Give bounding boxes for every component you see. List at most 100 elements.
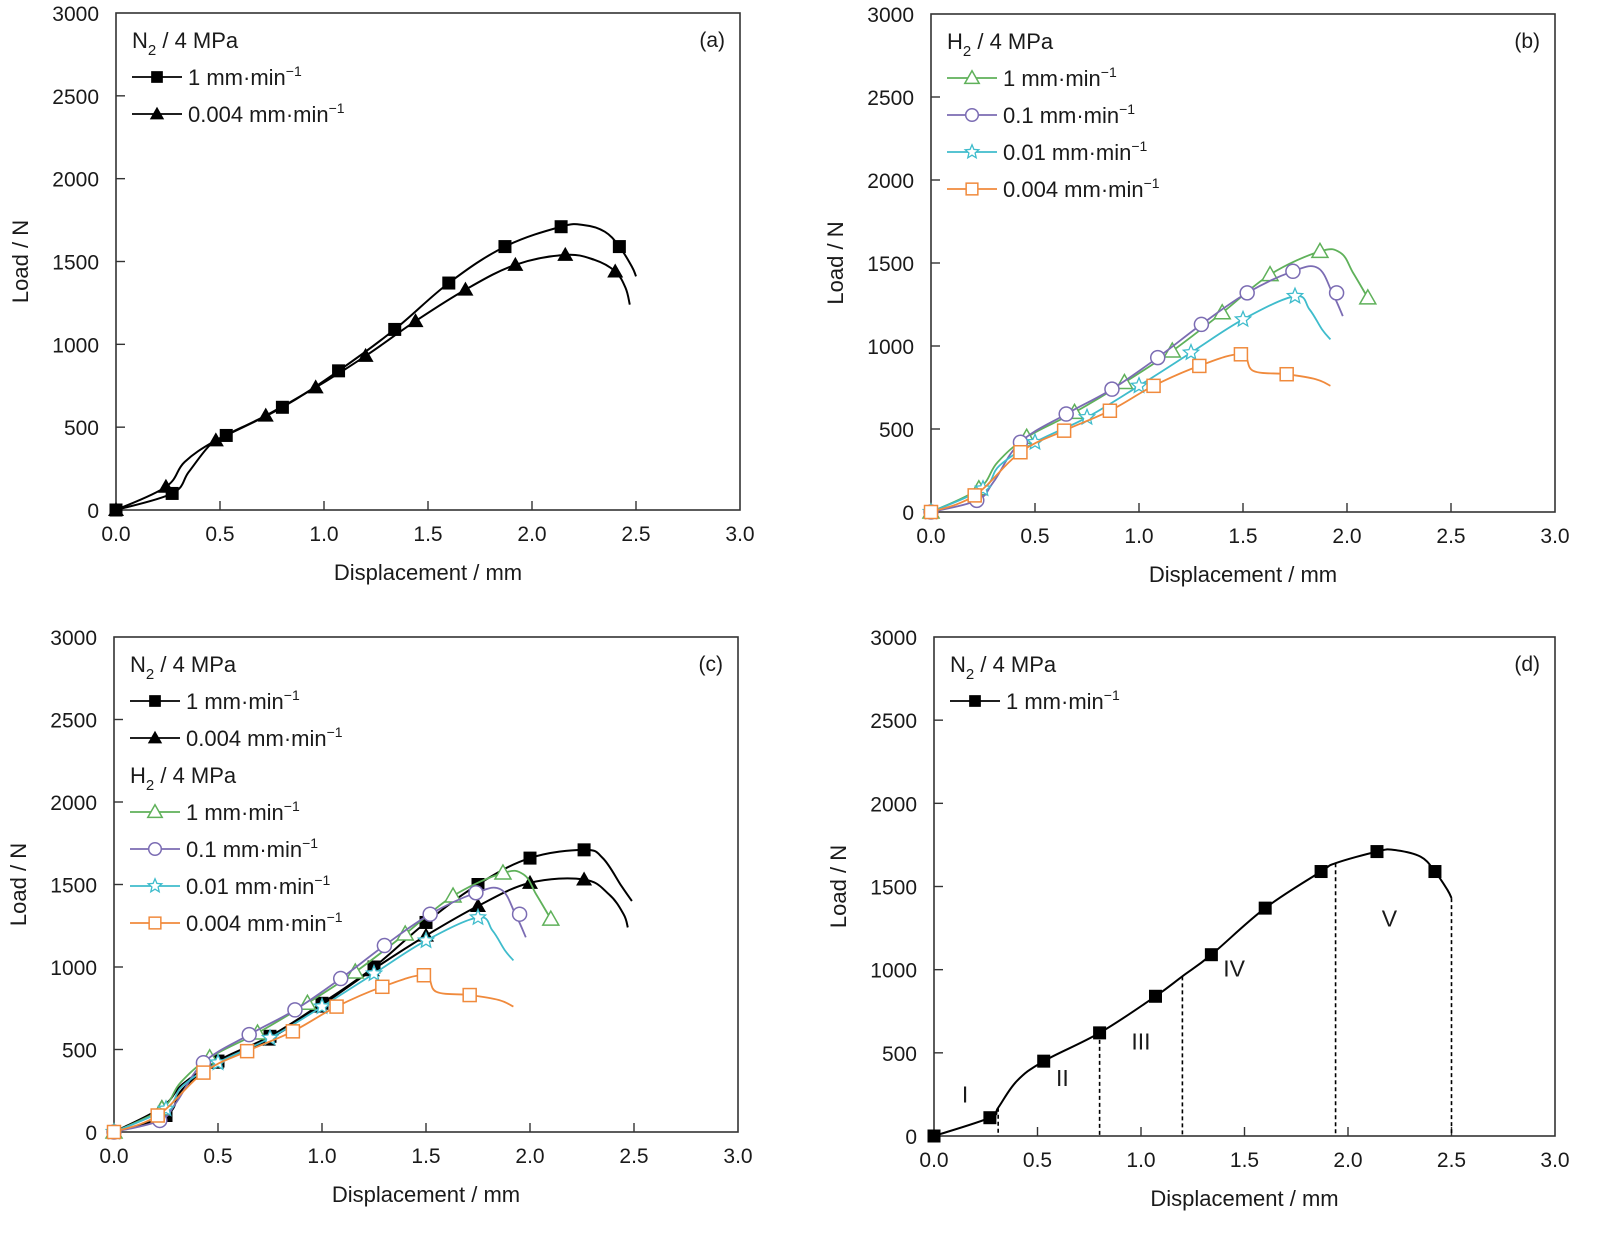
- data-point-n2_1: [983, 1111, 997, 1125]
- panel-label: (c): [699, 653, 724, 676]
- panel-label: (d): [1514, 653, 1540, 676]
- x-tick-label: 0.0: [99, 1145, 128, 1168]
- legend-marker-h2_0004: [965, 182, 979, 196]
- legend-label-h2_001: 0.01 mm·min−1: [186, 872, 331, 899]
- legend-marker-n2_1: [149, 695, 161, 707]
- data-point-h2_001: [1233, 309, 1253, 328]
- y-tick-label: 1000: [870, 960, 917, 983]
- data-point-h2_1: [1212, 303, 1232, 320]
- legend-label-h2_001: 0.01 mm·min−1: [1003, 138, 1148, 165]
- legend-marker-h2_1: [146, 803, 164, 819]
- data-point-n2_1: [554, 220, 568, 234]
- data-point-h2_01: [332, 970, 349, 987]
- stage-label: I: [962, 1082, 968, 1108]
- legend-marker-h2_1: [963, 69, 981, 85]
- data-point-h2_1: [493, 863, 513, 880]
- data-point-h2_01: [1239, 285, 1255, 301]
- data-point-n2_1: [442, 276, 456, 290]
- data-point-h2_01: [376, 937, 393, 954]
- x-tick-label: 0.5: [203, 1145, 232, 1168]
- data-point-n2_0004: [507, 256, 524, 271]
- data-point-h2_001: [1285, 286, 1305, 305]
- data-point-h2_01: [1328, 285, 1345, 301]
- data-point-h2_001: [312, 996, 332, 1015]
- data-point-n2_1: [1370, 845, 1384, 859]
- y-tick-label: 500: [64, 417, 99, 440]
- x-tick-label: 2.0: [517, 523, 546, 546]
- legend-label-h2_0004: 0.004 mm·min−1: [1003, 175, 1160, 202]
- y-tick-label: 1500: [50, 875, 97, 898]
- data-point-n2_1: [1428, 865, 1442, 879]
- y-tick-label: 3000: [867, 4, 914, 27]
- legend-label-h2_01: 0.1 mm·min−1: [186, 835, 318, 862]
- legend-group-title: N2 / 4 MPa: [130, 652, 237, 683]
- data-point-h2_1: [395, 924, 415, 941]
- data-point-h2_01: [1149, 349, 1166, 366]
- data-point-n2_1: [498, 240, 512, 254]
- data-point-h2_0004: [150, 1108, 165, 1123]
- legend-group-title: N2 / 4 MPa: [132, 28, 239, 59]
- series-line-n2_0004: [113, 877, 629, 1133]
- data-point-h2_0004: [1146, 378, 1161, 394]
- legend-label-n2_0004: 0.004 mm·min−1: [188, 100, 345, 127]
- chart-panel-b: 0.0 0.5 1.0 1.5 2.0 2.5 3.0 0 500 1000 1500 2000 250…: [823, 4, 1570, 587]
- data-point-h2_0004: [106, 1124, 122, 1140]
- data-point-n2_0004: [407, 313, 424, 328]
- data-point-n2_0004: [470, 897, 486, 912]
- y-axis-title: Load / N: [6, 843, 31, 926]
- data-point-n2_1: [523, 851, 537, 865]
- data-point-h2_0004: [923, 504, 939, 520]
- data-point-h2_0004: [1056, 423, 1072, 438]
- y-tick-label: 1000: [867, 336, 914, 359]
- x-tick-label: 1.5: [1230, 1149, 1259, 1172]
- legend-group-title: N2 / 4 MPa: [950, 652, 1057, 683]
- data-point-h2_001: [1181, 342, 1201, 361]
- data-point-n2_0004: [257, 407, 274, 422]
- data-point-n2_0004: [457, 281, 474, 296]
- data-point-h2_0004: [196, 1065, 211, 1080]
- legend-label-h2_1: 1 mm·min−1: [186, 798, 300, 825]
- data-point-h2_01: [241, 1026, 257, 1043]
- legend-label-h2_0004: 0.004 mm·min−1: [186, 909, 343, 936]
- x-tick-label: 1.0: [1124, 525, 1153, 548]
- chart-panel-a: 0.0 0.5 1.0 1.5 2.0 2.5 3.0 0 500 1000 1500 2000 250…: [8, 3, 755, 585]
- y-tick-label: 2000: [870, 793, 917, 816]
- x-tick-label: 2.5: [1437, 1149, 1466, 1172]
- y-axis-title: Load / N: [823, 221, 848, 304]
- data-point-n2_1: [388, 322, 402, 336]
- series-line-n2_1: [115, 223, 637, 511]
- y-tick-label: 2000: [867, 170, 914, 193]
- y-axis-title: Load / N: [8, 220, 33, 303]
- y-tick-label: 1500: [870, 877, 917, 900]
- data-point-n2_1: [577, 843, 591, 857]
- data-point-n2_0004: [576, 871, 593, 886]
- data-point-n2_0004: [557, 246, 574, 261]
- data-point-h2_01: [1104, 381, 1120, 397]
- legend-marker-h2_0004: [148, 916, 162, 930]
- data-point-h2_01: [422, 906, 438, 922]
- series-line-n2_0004: [115, 253, 631, 511]
- data-point-n2_1: [1204, 948, 1218, 962]
- series-line-h2_001: [930, 295, 1332, 513]
- series-line-n2_1: [933, 848, 1453, 1137]
- y-tick-label: 2000: [52, 169, 99, 192]
- x-tick-label: 0.5: [1023, 1149, 1052, 1172]
- y-tick-label: 0: [87, 500, 99, 523]
- x-tick-label: 0.5: [205, 523, 234, 546]
- data-point-n2_0004: [307, 379, 324, 394]
- data-point-n2_1: [927, 1129, 941, 1143]
- data-point-h2_0004: [285, 1024, 301, 1039]
- x-tick-label: 1.0: [309, 523, 338, 546]
- x-tick-label: 2.0: [515, 1145, 544, 1168]
- data-point-h2_0004: [1013, 444, 1028, 460]
- legend-label-n2_1: 1 mm·min−1: [186, 687, 300, 714]
- chart-panel-d: 0.0 0.5 1.0 1.5 2.0 2.5 3.0 0 500 1000 1500 2000 250…: [826, 627, 1570, 1211]
- data-point-h2_0004: [462, 987, 477, 1003]
- x-axis-title: Displacement / mm: [334, 560, 522, 585]
- legend-marker-n2_0004: [147, 730, 163, 744]
- data-point-n2_0004: [357, 347, 374, 362]
- data-point-h2_01: [1058, 406, 1074, 422]
- x-tick-label: 3.0: [723, 1145, 752, 1168]
- y-tick-label: 2500: [867, 87, 914, 110]
